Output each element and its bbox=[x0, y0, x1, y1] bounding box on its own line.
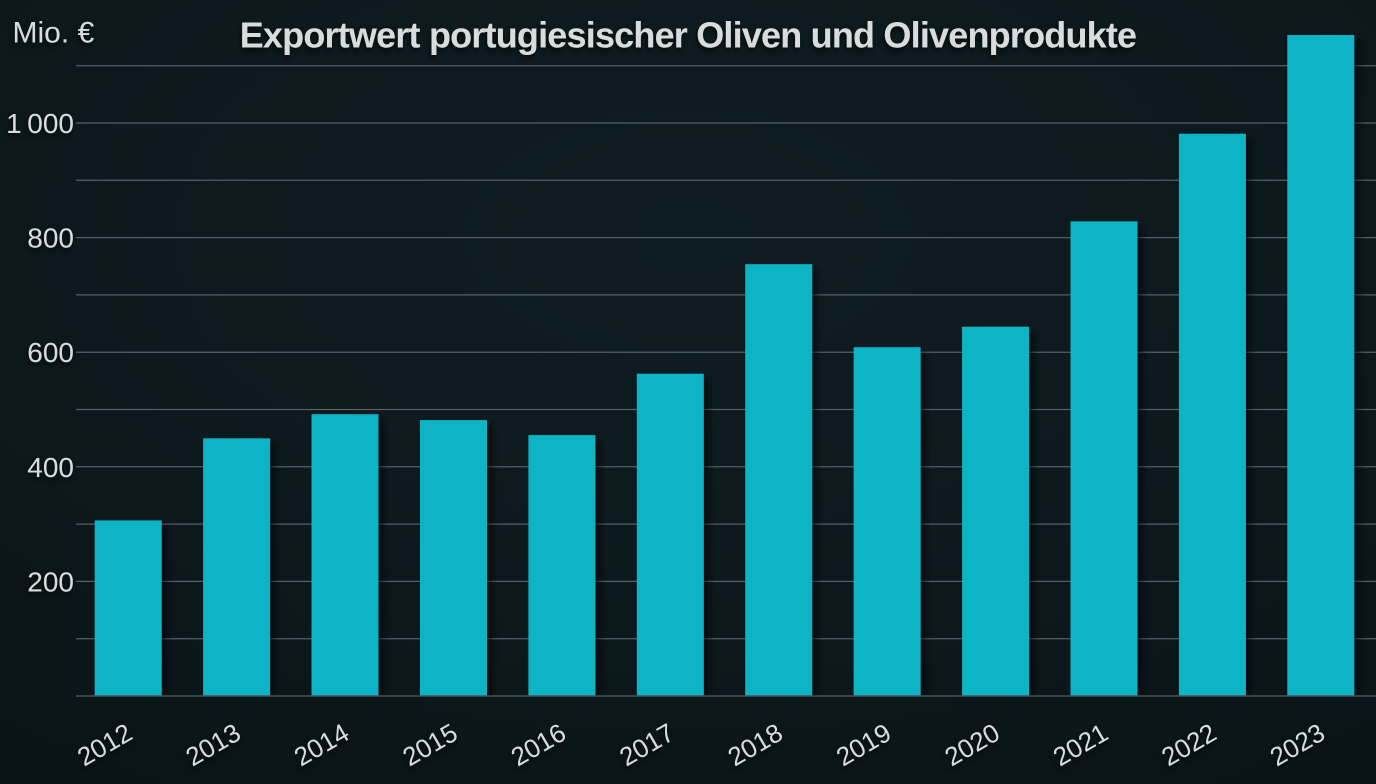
svg-text:Exportwert portugiesischer Oli: Exportwert portugiesischer Oliven und Ol… bbox=[240, 15, 1137, 56]
svg-text:800: 800 bbox=[27, 223, 74, 254]
svg-text:600: 600 bbox=[27, 337, 74, 368]
svg-text:400: 400 bbox=[27, 452, 74, 483]
svg-text:1 000: 1 000 bbox=[6, 108, 74, 139]
svg-text:200: 200 bbox=[27, 566, 74, 597]
svg-text:Mio. €: Mio. € bbox=[13, 16, 95, 49]
